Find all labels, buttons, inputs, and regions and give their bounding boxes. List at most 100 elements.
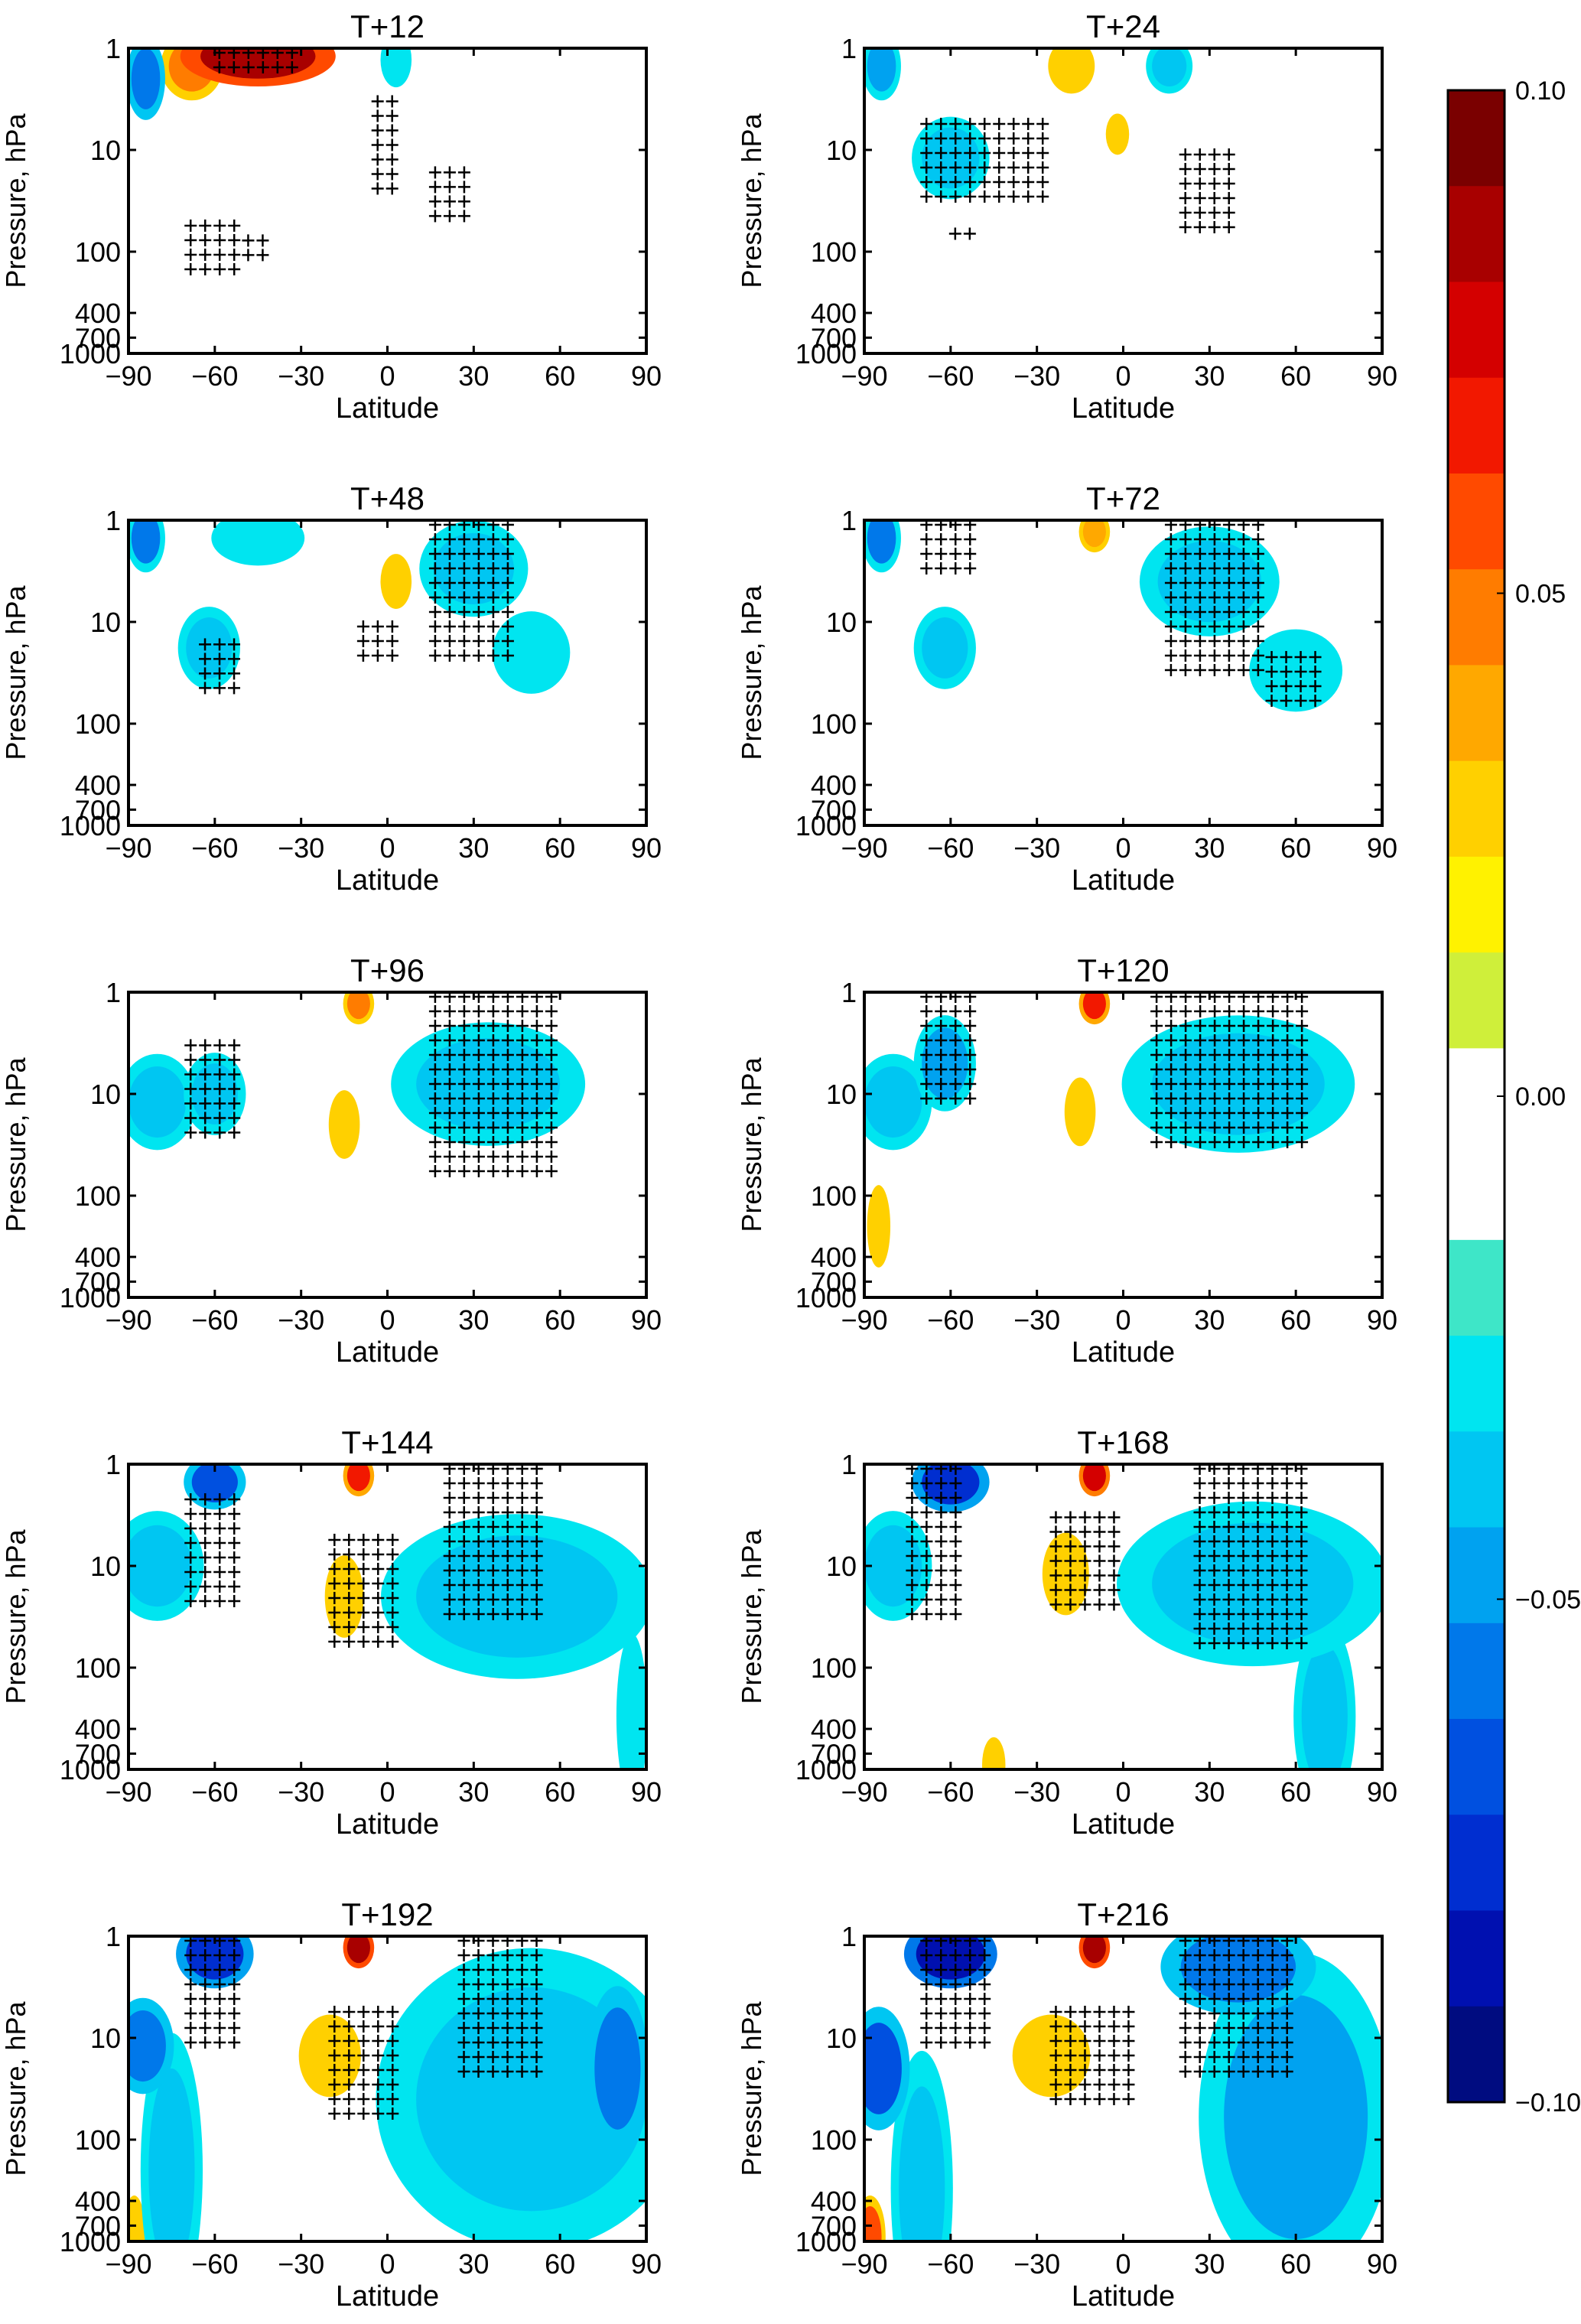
significance-hatch (1164, 520, 1264, 676)
significance-hatch (920, 520, 977, 574)
contour-blob (864, 2023, 902, 2114)
y-tick-label: 400 (811, 2186, 857, 2217)
x-tick-label: −30 (1013, 1776, 1060, 1808)
colorbar-segment (1448, 569, 1505, 666)
colorbar-segment (1448, 760, 1505, 858)
contour-blob (131, 520, 161, 564)
x-tick-label: 30 (1194, 2248, 1225, 2280)
y-tick-label: 10 (826, 607, 857, 638)
y-tick-label: 400 (75, 1242, 121, 1273)
y-tick-label: 100 (75, 1180, 121, 1212)
y-tick-label: 100 (75, 236, 121, 268)
y-tick-label: 400 (75, 298, 121, 329)
panel-tplus-120: T+120 −90 −60 −30 0 30 60 90 Latitude 1 10 100 40070… (736, 952, 1397, 1369)
contour-blob (128, 2010, 166, 2082)
x-tick-label: −60 (927, 832, 974, 864)
x-tick-label: −30 (278, 360, 324, 392)
x-tick-label: 60 (1280, 1776, 1311, 1808)
significance-hatch (1049, 1511, 1121, 1611)
x-tick-label: −60 (191, 1776, 238, 1808)
contour-blob (620, 1655, 644, 1769)
y-axis-label: Pressure, hPa (736, 2000, 767, 2176)
x-axis-label: Latitude (336, 864, 439, 897)
contour-blob (594, 2007, 641, 2130)
significance-hatch (906, 1464, 962, 1620)
y-tick-label: 1000 (60, 338, 121, 369)
significance-hatch (1193, 1464, 1308, 1649)
x-tick-label: −30 (1013, 2248, 1060, 2280)
x-tick-label: 30 (1194, 832, 1225, 864)
x-tick-label: −90 (841, 832, 887, 864)
x-tick-label: 60 (1280, 1304, 1311, 1336)
contour-blob (128, 1525, 192, 1607)
y-tick-label: 1 (106, 33, 121, 64)
x-tick-label: 60 (545, 1304, 575, 1336)
y-tick-label: 10 (826, 1551, 857, 1582)
x-tick-label: 90 (1367, 832, 1397, 864)
y-tick-label: 1 (106, 1449, 121, 1480)
x-tick-label: −30 (1013, 832, 1060, 864)
contour-blob (1069, 1086, 1092, 1138)
y-tick-label: 700 (811, 2210, 857, 2241)
x-tick-label: 30 (458, 2248, 489, 2280)
y-tick-label: 700 (75, 2210, 121, 2241)
plot-area (128, 48, 646, 353)
contour-blob (191, 1464, 238, 1503)
contour-blob (922, 1464, 980, 1505)
panel-tplus-168: T+168 −90 −60 −30 0 30 60 90 Latitude 1 10 100 40070… (736, 1424, 1397, 1841)
field-layer (128, 992, 586, 1177)
y-tick-label: 1 (841, 33, 857, 64)
significance-hatch (184, 1493, 241, 1608)
panel-tplus-48: T+48 −90 −60 −30 0 30 60 90 Latitude 1 10 100 400700… (0, 480, 662, 897)
y-axis-label: Pressure, hPa (0, 1056, 31, 1232)
x-tick-label: −60 (191, 360, 238, 392)
y-tick-label: 10 (90, 1551, 121, 1582)
x-tick-label: 30 (458, 1304, 489, 1336)
y-tick-label: 10 (90, 607, 121, 638)
field-layer (128, 1936, 646, 2241)
contour-blob (200, 48, 316, 79)
y-tick-label: 700 (811, 322, 857, 353)
contour-blob (899, 2086, 945, 2241)
y-axis-label: Pressure, hPa (0, 112, 31, 288)
x-tick-label: −30 (1013, 1304, 1060, 1336)
colorbar-tick-label: 0.05 (1515, 580, 1566, 609)
x-tick-label: 0 (379, 360, 395, 392)
y-tick-label: 100 (75, 708, 121, 740)
y-tick-label: 10 (90, 1079, 121, 1110)
x-tick-label: 90 (631, 2248, 662, 2280)
plot-area (128, 992, 646, 1297)
colorbar-segment (1448, 1623, 1505, 1720)
significance-hatch (948, 227, 976, 240)
x-tick-label: 30 (458, 1776, 489, 1808)
x-tick-label: 90 (631, 832, 662, 864)
contour-blob (186, 617, 233, 679)
contour-blob (867, 520, 896, 564)
x-tick-label: 60 (1280, 360, 1311, 392)
contour-blob (1082, 1464, 1106, 1492)
y-tick-label: 10 (90, 135, 121, 166)
x-axis-label: Latitude (336, 392, 439, 425)
colorbar-segment (1448, 1048, 1505, 1145)
colorbar-segment (1448, 1336, 1505, 1432)
y-tick-label: 700 (811, 1738, 857, 1769)
y-tick-label: 400 (75, 1714, 121, 1745)
panel-tplus-72: T+72 −90 −60 −30 0 30 60 90 Latitude 1 10 100 400700… (736, 480, 1397, 897)
significance-hatch (328, 2005, 399, 2120)
y-tick-label: 1000 (795, 338, 857, 369)
x-tick-label: −30 (278, 1304, 324, 1336)
colorbar-segment (1448, 952, 1505, 1049)
y-tick-label: 700 (75, 1266, 121, 1297)
significance-hatch (184, 1039, 241, 1139)
x-tick-label: −90 (105, 2248, 151, 2280)
x-tick-label: 0 (1115, 1776, 1130, 1808)
contour-blob (1152, 48, 1187, 87)
x-axis-label: Latitude (336, 2280, 439, 2313)
y-axis-label: Pressure, hPa (736, 112, 767, 288)
y-tick-label: 1 (841, 977, 857, 1008)
x-tick-label: 90 (631, 1304, 662, 1336)
y-tick-label: 10 (826, 2023, 857, 2054)
contour-blob (346, 1936, 370, 1964)
y-tick-label: 400 (811, 298, 857, 329)
y-tick-label: 1 (841, 1921, 857, 1952)
